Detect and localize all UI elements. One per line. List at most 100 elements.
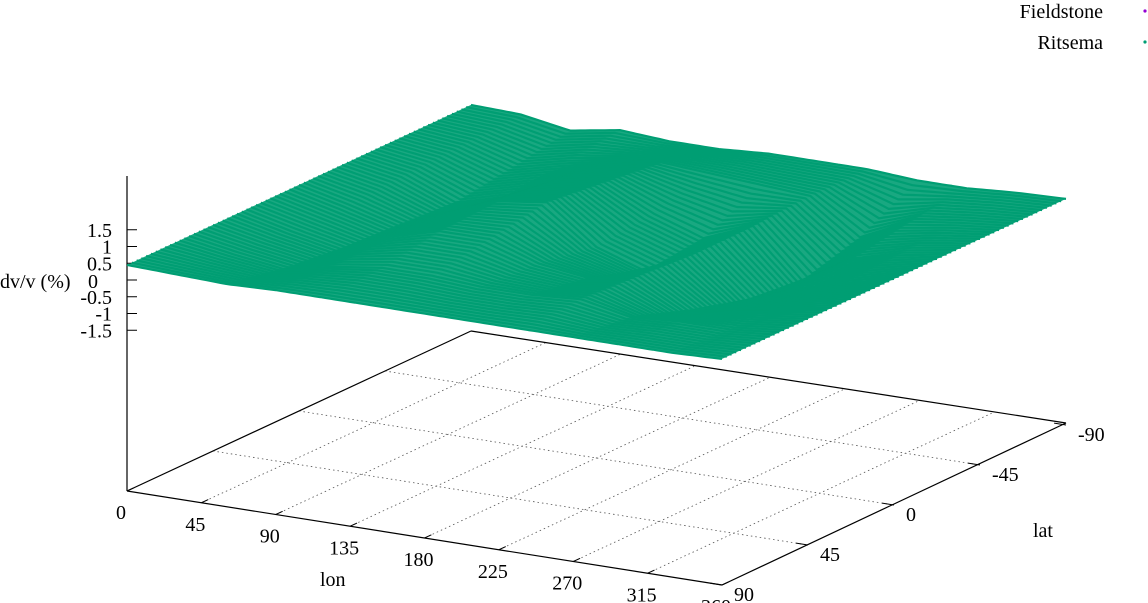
surface-strand	[446, 114, 1043, 212]
surface-strand	[341, 163, 938, 287]
surface-strand	[150, 252, 747, 349]
y-tick-mark	[796, 542, 809, 546]
x-tick-label: 225	[478, 561, 508, 583]
surface-strand	[442, 117, 1038, 214]
surface-strand	[198, 230, 794, 327]
surface-strand	[332, 168, 928, 291]
x-tick-label: 180	[404, 549, 434, 571]
base-grid	[201, 342, 992, 574]
grid-line-lat	[298, 410, 895, 506]
base-frame	[126, 176, 1067, 586]
z-tick-label: 1.5	[87, 220, 112, 242]
x-tick-label: 45	[185, 514, 205, 536]
surface-strand	[461, 108, 1057, 205]
surface-strand	[427, 123, 1024, 225]
left-edge	[126, 330, 472, 492]
surface-strand	[207, 226, 804, 323]
surface-strand	[355, 157, 952, 282]
grid-line-lon	[498, 389, 844, 551]
x-axis-label: lon	[320, 569, 346, 591]
surface-strand	[193, 232, 789, 329]
grid-line-lat	[384, 370, 981, 466]
z-tick-label: 1	[102, 237, 112, 259]
surface-strand	[384, 143, 981, 261]
x-tick-label: 270	[552, 573, 582, 595]
surface-strand	[160, 248, 756, 345]
surface-strand	[418, 128, 1014, 234]
x-tick-mark	[275, 510, 283, 515]
z-tick-label: -0.5	[80, 287, 112, 309]
surface-strand	[389, 141, 985, 257]
y-tick-mark	[882, 502, 895, 506]
surface-strand	[179, 239, 775, 336]
z-axis-label: dv/v (%)	[0, 271, 71, 293]
surface-strand	[422, 126, 1019, 229]
z-tick-label: 0	[88, 271, 98, 293]
z-tick-label: -1	[95, 304, 112, 326]
surface-strand	[413, 130, 1009, 239]
x-tick-label: 360	[701, 596, 731, 603]
grid-line-lon	[275, 354, 620, 515]
x-tick-label: 315	[627, 584, 657, 603]
grid-line-lon	[424, 377, 769, 539]
x-tick-mark	[721, 581, 730, 586]
y-tick-label: 0	[906, 504, 916, 526]
surface-strand	[174, 241, 770, 338]
y-tick-mark	[710, 582, 723, 586]
surface-strand	[451, 112, 1048, 209]
surface-strand	[399, 137, 995, 250]
surface-strand	[141, 257, 737, 354]
surface-strand	[370, 150, 966, 271]
x-tick-mark	[424, 534, 432, 539]
surface-strand	[346, 161, 942, 286]
y-tick-label: 90	[734, 584, 754, 603]
grid-line-lon	[201, 342, 546, 504]
surface-strand	[164, 246, 761, 343]
x-tick-mark	[498, 546, 506, 551]
surface-mesh	[126, 103, 1067, 360]
z-tick-label: -1.5	[80, 320, 112, 342]
y-tick-label: -45	[992, 464, 1019, 486]
surface-strand	[136, 259, 732, 356]
x-tick-mark	[573, 557, 581, 562]
y-tick-label: 45	[820, 544, 840, 566]
surface-strand	[456, 110, 1052, 207]
y-tick-mark	[968, 462, 981, 466]
surface-strand	[155, 250, 751, 347]
grid-line-lat	[212, 450, 809, 546]
surface-strand	[203, 228, 799, 325]
x-tick-mark	[349, 522, 358, 527]
x-tick-mark	[201, 499, 209, 504]
surface-strand	[365, 152, 961, 275]
back-edge	[470, 330, 1067, 424]
surface-strand	[183, 237, 780, 334]
y-tick-label: -90	[1078, 424, 1105, 446]
surface-strand	[470, 103, 1067, 200]
surface-strand	[403, 134, 1000, 246]
x-tick-label: 135	[329, 537, 359, 559]
surface-strand	[126, 263, 723, 360]
grid-line-lon	[573, 401, 918, 562]
legend-marker-ritsema	[1143, 40, 1147, 44]
surface-strand	[131, 261, 727, 358]
surface-strand	[188, 234, 785, 332]
y-tick-mark	[1054, 422, 1067, 426]
side-edge-lat-axis	[721, 422, 1067, 586]
legend-marker-fieldstone	[1143, 9, 1147, 13]
surface-strand	[394, 139, 990, 253]
legend-label-ritsema: Ritsema	[1037, 32, 1103, 54]
surface-strand	[465, 106, 1062, 203]
x-tick-mark	[647, 569, 655, 574]
surface-strand	[336, 166, 933, 289]
y-axis-label: lat	[1033, 520, 1053, 542]
surface-strand	[145, 254, 742, 352]
x-tick-label: 90	[260, 526, 280, 548]
surface-strand	[360, 154, 957, 279]
surface-strand	[169, 243, 766, 340]
surface-strand	[437, 119, 1033, 216]
x-tick-label: 0	[116, 502, 126, 524]
z-tick-label: 0.5	[87, 253, 112, 275]
legend: Fieldstone Ritsema	[1020, 1, 1147, 54]
surface-strand	[408, 132, 1004, 242]
